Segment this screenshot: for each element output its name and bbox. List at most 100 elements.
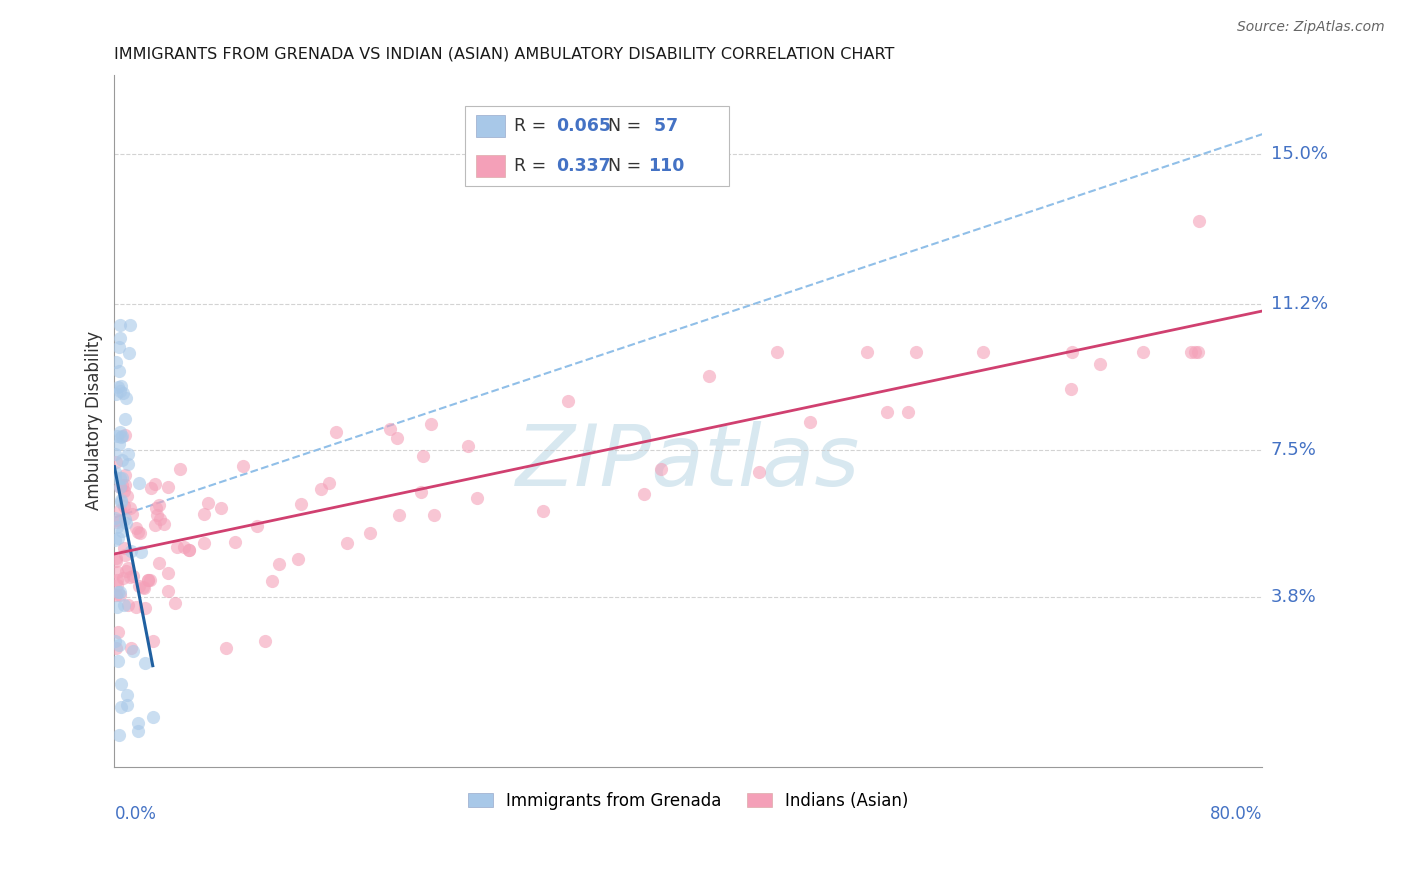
Point: [110, 429, 132, 443]
Point: [897, 404, 920, 418]
Point: [107, 380, 129, 394]
Point: [112, 598, 135, 612]
Point: [108, 384, 131, 398]
Point: [111, 524, 134, 539]
Point: [114, 478, 136, 492]
Point: [134, 657, 156, 671]
Point: [633, 487, 655, 501]
Point: [129, 545, 152, 559]
Point: [128, 475, 150, 490]
Point: [110, 677, 132, 691]
Point: [117, 698, 139, 713]
Point: [111, 453, 134, 467]
Point: [114, 412, 136, 426]
Point: [253, 634, 276, 648]
Point: [112, 571, 135, 585]
Point: [972, 344, 994, 359]
Point: [112, 541, 135, 556]
Point: [152, 516, 174, 531]
Point: [799, 416, 821, 430]
Point: [156, 480, 179, 494]
Point: [115, 564, 138, 578]
Point: [115, 689, 138, 703]
Text: 0.0%: 0.0%: [114, 805, 156, 823]
Point: [232, 459, 254, 474]
Point: [132, 580, 155, 594]
Point: [145, 501, 167, 516]
Point: [114, 516, 136, 530]
Point: [110, 699, 132, 714]
Point: [139, 573, 162, 587]
Point: [309, 483, 332, 497]
Point: [107, 585, 129, 599]
Point: [115, 489, 138, 503]
Point: [120, 570, 142, 584]
Point: [118, 346, 141, 360]
Text: R =: R =: [513, 157, 551, 175]
Point: [104, 511, 127, 525]
Point: [104, 470, 127, 484]
Point: [157, 566, 180, 580]
Point: [108, 437, 131, 451]
Point: [105, 573, 128, 587]
Point: [129, 525, 152, 540]
Point: [108, 341, 131, 355]
Point: [156, 583, 179, 598]
Point: [1060, 382, 1083, 396]
Point: [412, 449, 434, 463]
Text: 7.5%: 7.5%: [1271, 442, 1316, 459]
Point: [177, 542, 200, 557]
Point: [149, 512, 172, 526]
Text: ZIPatlas: ZIPatlas: [516, 421, 860, 504]
Point: [146, 508, 169, 523]
Point: [110, 495, 132, 509]
Point: [118, 501, 141, 516]
Point: [409, 485, 432, 500]
Point: [1184, 344, 1206, 359]
Point: [111, 386, 134, 401]
Point: [125, 600, 148, 615]
Point: [419, 417, 441, 432]
Point: [378, 422, 401, 436]
Point: [169, 462, 191, 476]
Point: [108, 364, 131, 378]
Point: [143, 517, 166, 532]
Point: [107, 728, 129, 742]
Point: [105, 600, 128, 615]
Point: [336, 536, 359, 550]
Point: [557, 393, 579, 408]
Point: [110, 588, 132, 602]
Point: [110, 492, 132, 507]
Point: [104, 551, 127, 566]
Text: 15.0%: 15.0%: [1271, 145, 1327, 163]
Point: [111, 429, 134, 443]
Point: [111, 471, 134, 485]
Point: [531, 504, 554, 518]
FancyBboxPatch shape: [464, 106, 728, 186]
Point: [110, 585, 132, 599]
Point: [318, 476, 340, 491]
Point: [104, 455, 127, 469]
Point: [209, 501, 232, 516]
Text: 110: 110: [648, 157, 685, 175]
Point: [177, 543, 200, 558]
Point: [104, 465, 127, 479]
Point: [114, 483, 136, 498]
Point: [290, 497, 312, 511]
Point: [104, 554, 127, 568]
Point: [148, 556, 170, 570]
Point: [193, 507, 215, 521]
Point: [114, 512, 136, 526]
Point: [107, 654, 129, 668]
Point: [105, 515, 128, 529]
Point: [173, 540, 195, 554]
Point: [197, 496, 219, 510]
Point: [122, 568, 145, 582]
Text: Source: ZipAtlas.com: Source: ZipAtlas.com: [1237, 20, 1385, 34]
Point: [108, 480, 131, 494]
Point: [107, 624, 129, 639]
Point: [457, 439, 479, 453]
Text: 3.8%: 3.8%: [1271, 588, 1316, 606]
Point: [128, 579, 150, 593]
Point: [904, 344, 927, 359]
